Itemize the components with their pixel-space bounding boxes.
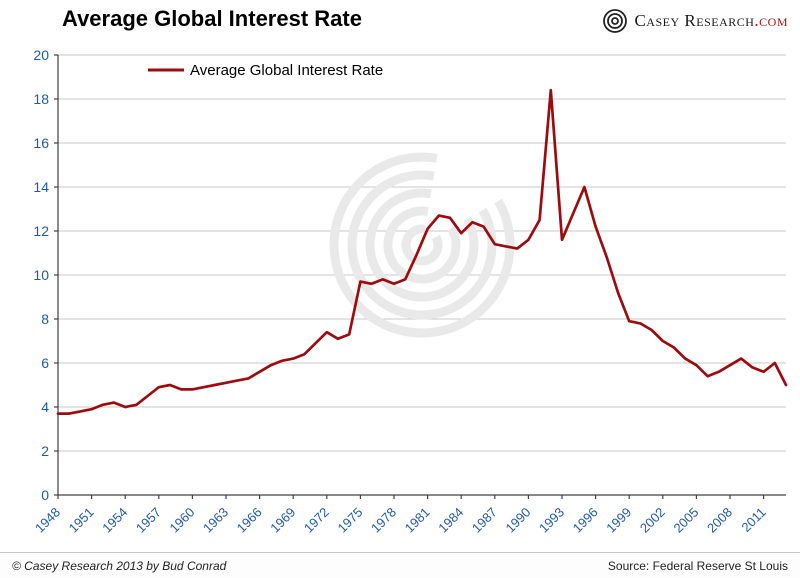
svg-text:1960: 1960 [166,505,197,536]
concentric-spiral-icon [603,9,628,33]
svg-text:1957: 1957 [133,505,164,536]
svg-text:18: 18 [33,91,49,107]
footer-source: Source: Federal Reserve St Louis [607,558,788,573]
svg-text:20: 20 [33,47,49,63]
svg-text:2: 2 [41,443,49,459]
svg-text:10: 10 [33,267,49,283]
casey-research-logo: Casey Research.com [602,8,788,34]
svg-text:8: 8 [41,311,49,327]
svg-text:16: 16 [33,135,49,151]
svg-text:1981: 1981 [402,505,433,536]
svg-text:1969: 1969 [267,505,298,536]
svg-text:6: 6 [41,355,49,371]
svg-text:1990: 1990 [502,505,533,536]
y-axis-labels: 0 2 4 6 8 10 12 14 16 18 20 [33,47,58,503]
svg-text:1999: 1999 [603,505,634,536]
footer-copyright: © Casey Research 2013 by Bud Conrad [12,558,227,573]
logo-suffix: .com [754,11,788,30]
interest-rate-line [56,88,788,415]
footer: © Casey Research 2013 by Bud Conrad Sour… [0,552,800,578]
legend: Average Global Interest Rate [148,62,383,79]
svg-text:2011: 2011 [738,505,768,535]
svg-text:2005: 2005 [670,505,701,536]
svg-text:1972: 1972 [301,505,332,536]
svg-text:2002: 2002 [637,505,668,536]
gridlines [58,54,786,452]
svg-text:1963: 1963 [200,505,231,536]
legend-label: Average Global Interest Rate [190,62,383,79]
svg-text:1954: 1954 [99,505,130,536]
svg-text:1975: 1975 [334,505,365,536]
interest-rate-chart: 0 2 4 6 8 10 12 14 16 18 20 1948 1951 1954 1957 1960 196… [0,40,800,552]
svg-text:12: 12 [33,223,49,239]
page-title: Average Global Interest Rate [62,6,362,31]
watermark-rings [329,152,515,338]
svg-text:2008: 2008 [704,505,735,536]
svg-text:1987: 1987 [469,505,500,536]
svg-text:0: 0 [41,487,49,503]
svg-text:1978: 1978 [368,505,399,536]
svg-text:1996: 1996 [570,505,601,536]
svg-text:1993: 1993 [536,505,567,536]
x-axis-labels: 1948 1951 1954 1957 1960 1963 1966 1969 1972 1975… [32,495,769,536]
svg-text:4: 4 [41,399,49,415]
svg-text:1951: 1951 [66,505,97,536]
logo-text: Casey Research [634,11,755,30]
svg-text:1984: 1984 [435,505,466,536]
svg-text:14: 14 [33,179,49,195]
svg-text:1948: 1948 [32,505,63,536]
svg-text:1966: 1966 [234,505,265,536]
